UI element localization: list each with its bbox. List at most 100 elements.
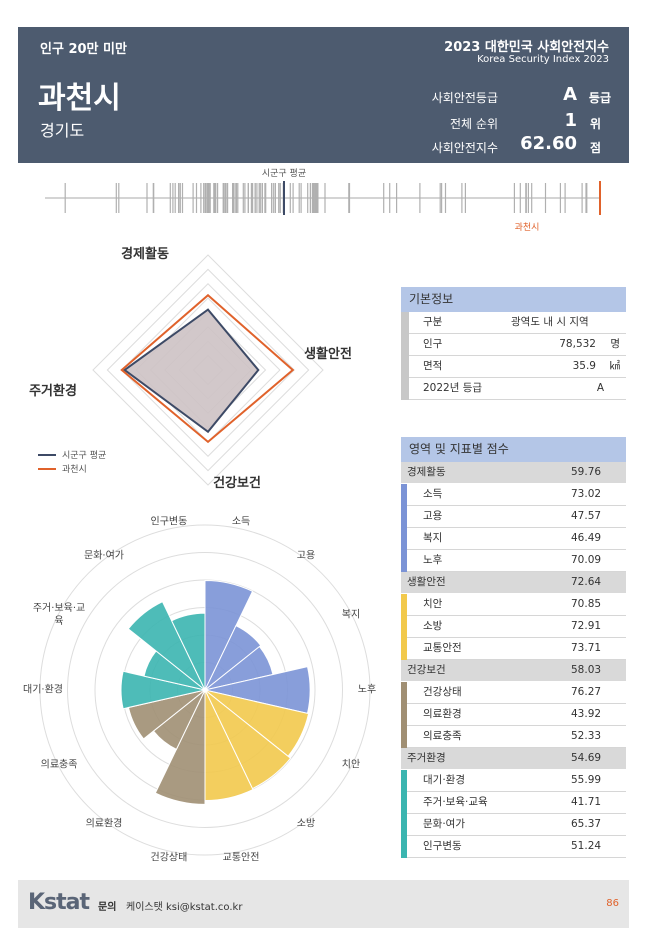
item-name: 의료환경 bbox=[423, 708, 462, 720]
header: 인구 20만 미만 2023 대한민국 사회안전지수 Korea Securit… bbox=[18, 27, 629, 163]
group-name: 건강보건 bbox=[407, 664, 446, 676]
contact-label: 문의 bbox=[98, 902, 117, 913]
item-row: 소방 72.91 bbox=[401, 616, 626, 638]
polar-label: 소방 bbox=[296, 818, 316, 830]
radar-ring bbox=[121, 283, 295, 457]
strip-chart: 시군구 평균 과천시 bbox=[45, 168, 601, 233]
row-label: 인구 bbox=[423, 338, 443, 350]
row-value: 광역도 내 시 지역 bbox=[511, 316, 589, 328]
item-value: 43.92 bbox=[571, 708, 602, 720]
item-bar bbox=[401, 682, 407, 704]
contact: 케이스탯 ksi@kstat.co.kr bbox=[126, 902, 243, 913]
polar-label: 의료충족 bbox=[40, 759, 78, 771]
scores-title: 영역 및 지표별 점수 bbox=[401, 437, 626, 462]
page-number: 86 bbox=[606, 898, 619, 909]
scores-table: 영역 및 지표별 점수 경제활동 59.76 소득 73.02 고용 47.57 복지 46.… bbox=[401, 437, 626, 858]
polar-bar bbox=[204, 579, 254, 691]
item-value: 55.99 bbox=[571, 774, 602, 786]
item-row: 주거·보육·교육 41.71 bbox=[401, 792, 626, 814]
item-value: 76.27 bbox=[571, 686, 602, 698]
item-name: 치안 bbox=[423, 598, 443, 610]
item-bar bbox=[401, 792, 407, 814]
item-value: 72.91 bbox=[571, 620, 602, 632]
polar-label: 교통안전 bbox=[222, 852, 260, 864]
polar-label: 복지 bbox=[341, 609, 361, 621]
row-bar bbox=[401, 378, 409, 400]
basic-row: 2022년 등급 A bbox=[401, 378, 626, 400]
radar-series bbox=[122, 308, 260, 434]
item-bar bbox=[401, 528, 407, 550]
grade-unit: 등급 bbox=[588, 91, 611, 105]
item-bar bbox=[401, 550, 407, 572]
avg-label: 시군구 평균 bbox=[262, 168, 306, 179]
item-bar bbox=[401, 484, 407, 506]
item-name: 문화·여가 bbox=[423, 818, 465, 830]
group-row: 주거환경 54.69 bbox=[401, 748, 626, 770]
row-value: A bbox=[596, 382, 604, 394]
row-value: 35.9 bbox=[572, 360, 596, 372]
row-unit: 명 bbox=[610, 338, 620, 350]
item-row: 복지 46.49 bbox=[401, 528, 626, 550]
basic-row: 구분 광역도 내 시 지역 bbox=[401, 312, 626, 334]
item-name: 의료충족 bbox=[423, 730, 462, 742]
polar-label: 치안 bbox=[341, 759, 361, 771]
item-bar bbox=[401, 770, 407, 792]
subtitle: Korea Security Index 2023 bbox=[477, 54, 609, 65]
polar-bar bbox=[170, 612, 206, 691]
footer: Kstat 문의 케이스탯 ksi@kstat.co.kr 86 bbox=[18, 880, 629, 928]
item-row: 치안 70.85 bbox=[401, 594, 626, 616]
row-value: 78,532 bbox=[559, 338, 596, 350]
row-label: 2022년 등급 bbox=[423, 382, 483, 394]
group-name: 경제활동 bbox=[407, 466, 446, 478]
grade-label: 사회안전등급 bbox=[431, 91, 498, 105]
group-row: 건강보건 58.03 bbox=[401, 660, 626, 682]
item-value: 70.09 bbox=[571, 554, 602, 566]
city: 과천시 bbox=[38, 81, 121, 116]
item-bar bbox=[401, 726, 407, 748]
basic-table: 기본정보 구분 광역도 내 시 지역 인구 78,532 명 면적 35.9 ㎢ 2022년 등… bbox=[401, 287, 626, 400]
item-value: 73.71 bbox=[571, 642, 602, 654]
item-name: 대기·환경 bbox=[423, 774, 465, 786]
polar-bar bbox=[154, 689, 206, 805]
item-name: 고용 bbox=[423, 510, 443, 522]
item-row: 소득 73.02 bbox=[401, 484, 626, 506]
polar-label: 인구변동 bbox=[150, 516, 188, 528]
item-row: 노후 70.09 bbox=[401, 550, 626, 572]
group-row: 생활안전 72.64 bbox=[401, 572, 626, 594]
polar-label: 문화·여가 bbox=[83, 550, 124, 562]
item-value: 73.02 bbox=[571, 488, 602, 500]
category: 인구 20만 미만 bbox=[40, 42, 127, 57]
item-row: 대기·환경 55.99 bbox=[401, 770, 626, 792]
item-value: 47.57 bbox=[571, 510, 602, 522]
group-value: 59.76 bbox=[571, 466, 602, 478]
group-name: 생활안전 bbox=[407, 576, 446, 588]
item-name: 노후 bbox=[423, 554, 443, 566]
item-name: 소득 bbox=[423, 488, 443, 500]
grade: A bbox=[563, 84, 577, 105]
polar-ring bbox=[67, 552, 343, 828]
item-bar bbox=[401, 704, 407, 726]
item-name: 주거·보육·교육 bbox=[423, 796, 488, 808]
index-unit: 점 bbox=[589, 141, 601, 155]
basic-row: 면적 35.9 ㎢ bbox=[401, 356, 626, 378]
polar-chart bbox=[39, 524, 371, 856]
item-name: 교통안전 bbox=[423, 642, 462, 654]
basic-title: 기본정보 bbox=[401, 287, 626, 312]
rank: 1 bbox=[564, 110, 577, 131]
item-name: 복지 bbox=[423, 532, 443, 544]
item-row: 의료환경 43.92 bbox=[401, 704, 626, 726]
polar-label: 소득 bbox=[231, 516, 251, 528]
item-bar bbox=[401, 594, 407, 616]
item-bar bbox=[401, 814, 407, 836]
radar-axis-label: 생활안전 bbox=[304, 346, 352, 362]
group-value: 58.03 bbox=[571, 664, 602, 676]
basic-row: 인구 78,532 명 bbox=[401, 334, 626, 356]
item-row: 문화·여가 65.37 bbox=[401, 814, 626, 836]
legend-label: 시군구 평균 bbox=[62, 450, 106, 461]
row-bar bbox=[401, 312, 409, 334]
rank-unit: 위 bbox=[589, 117, 601, 131]
item-name: 소방 bbox=[423, 620, 443, 632]
row-bar bbox=[401, 334, 409, 356]
item-name: 건강상태 bbox=[423, 686, 462, 698]
